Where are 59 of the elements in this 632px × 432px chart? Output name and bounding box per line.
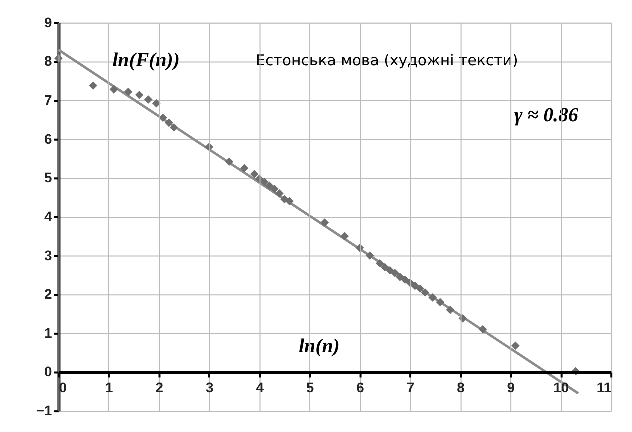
text: Естонська мова (художні тексти) <box>256 52 518 70</box>
x-axis-title: ln(n) <box>299 335 340 358</box>
y-axis-title: ln(F(n)) <box>112 50 180 72</box>
point <box>436 298 445 307</box>
point <box>478 325 488 334</box>
point <box>225 158 234 166</box>
point <box>110 86 118 94</box>
y-tick-label: 3 <box>44 247 52 264</box>
x-tick-label: 2 <box>156 380 164 396</box>
x-tick-label: 10 <box>554 380 570 396</box>
point <box>376 259 384 268</box>
point <box>265 182 274 190</box>
x-tick-label: 1 <box>106 380 114 396</box>
y-tick-label: −1 <box>36 402 53 419</box>
point <box>152 99 161 108</box>
x-tick-label: 11 <box>596 380 612 396</box>
annotation: γ ≈ 0.86 <box>514 104 578 126</box>
x-tick-label: 7 <box>406 380 415 396</box>
y-tick-label: 5 <box>44 170 52 186</box>
point <box>270 184 279 194</box>
point <box>428 294 437 302</box>
point <box>276 190 284 198</box>
y-tick-label: 9 <box>44 14 52 30</box>
y-tick-label: 7 <box>44 92 52 108</box>
point <box>144 96 153 104</box>
point <box>366 252 374 260</box>
point <box>250 170 259 178</box>
point <box>260 178 269 186</box>
x-tick-label: 4 <box>256 380 264 396</box>
x-tick-label: 5 <box>306 380 314 396</box>
point <box>124 88 133 96</box>
y-tick-label: 1 <box>44 324 52 341</box>
y-tick-label: 4 <box>44 208 52 224</box>
y-tick-label: 0 <box>44 364 52 380</box>
x-tick-label: 3 <box>206 380 214 396</box>
y-tick-label: 2 <box>44 286 52 302</box>
point <box>165 118 174 128</box>
point <box>320 218 330 227</box>
x-tick-label: 8 <box>457 380 466 396</box>
point <box>421 288 430 297</box>
point <box>286 197 294 206</box>
point <box>170 124 178 132</box>
point <box>401 276 410 284</box>
point <box>512 342 520 350</box>
point <box>380 263 390 272</box>
point <box>89 82 98 90</box>
point <box>416 284 424 293</box>
point <box>159 114 168 122</box>
point <box>340 232 350 241</box>
x-tick-label: 9 <box>507 380 516 396</box>
point <box>240 164 249 173</box>
point <box>135 90 144 100</box>
point <box>446 306 455 314</box>
point <box>396 272 404 282</box>
x-tick-label: 6 <box>356 380 365 396</box>
point <box>391 269 400 278</box>
point <box>386 266 394 275</box>
y-tick-label: 6 <box>44 130 52 147</box>
y-tick-label: 8 <box>44 53 52 70</box>
